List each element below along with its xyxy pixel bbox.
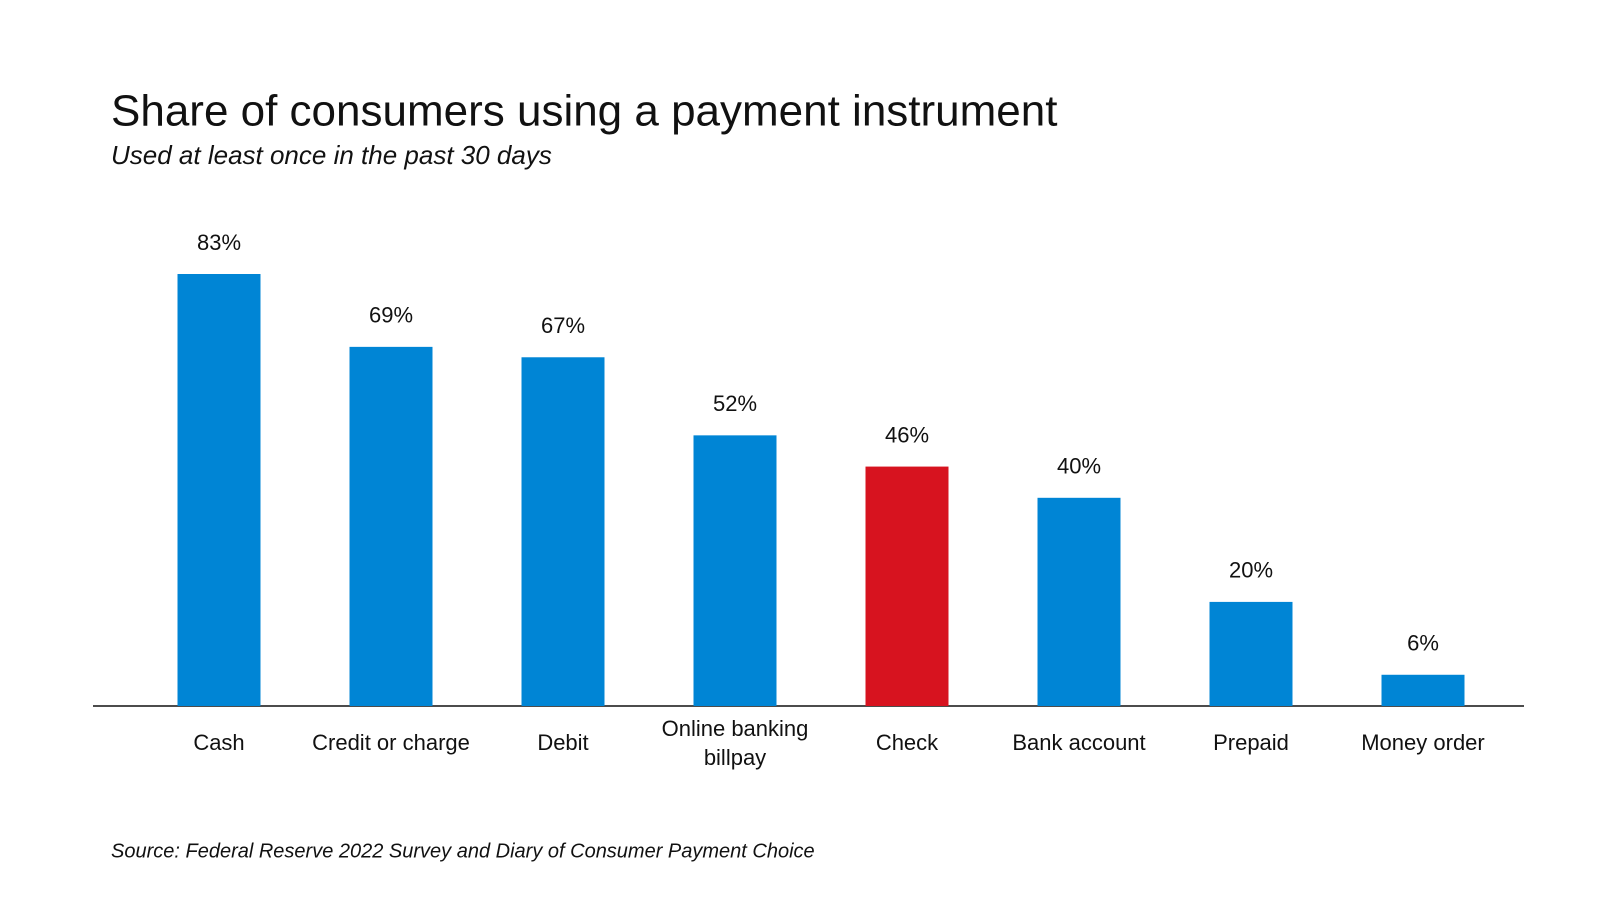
source-note: Source: Federal Reserve 2022 Survey and …: [111, 840, 815, 862]
bar: [521, 357, 605, 706]
x-tick-label: Check: [875, 730, 939, 755]
x-tick-label: Cash: [193, 730, 245, 755]
value-label: 67%: [541, 313, 585, 338]
chart-subtitle: Used at least once in the past 30 days: [111, 140, 552, 170]
bar: [865, 466, 949, 706]
value-label: 83%: [197, 230, 241, 255]
value-label: 20%: [1229, 558, 1273, 583]
x-tick-label: Money order: [1361, 730, 1485, 755]
value-label: 46%: [885, 422, 929, 447]
x-tick-label: Prepaid: [1213, 730, 1289, 755]
x-tick-label: Bank account: [1012, 730, 1146, 755]
bar: [349, 346, 433, 706]
value-label: 40%: [1057, 454, 1101, 479]
bar: [1381, 674, 1465, 706]
value-label: 52%: [713, 391, 757, 416]
bar: [177, 274, 261, 706]
chart-title: Share of consumers using a payment instr…: [111, 87, 1057, 136]
bar: [1209, 601, 1293, 706]
value-label: 69%: [369, 303, 413, 328]
x-tick-label: Debit: [537, 730, 589, 755]
x-tick-label: Credit or charge: [312, 730, 470, 755]
bar: [693, 435, 777, 706]
x-tick-label: Online banking billpay: [661, 716, 809, 770]
value-label: 6%: [1407, 631, 1439, 656]
bar: [1037, 497, 1121, 706]
